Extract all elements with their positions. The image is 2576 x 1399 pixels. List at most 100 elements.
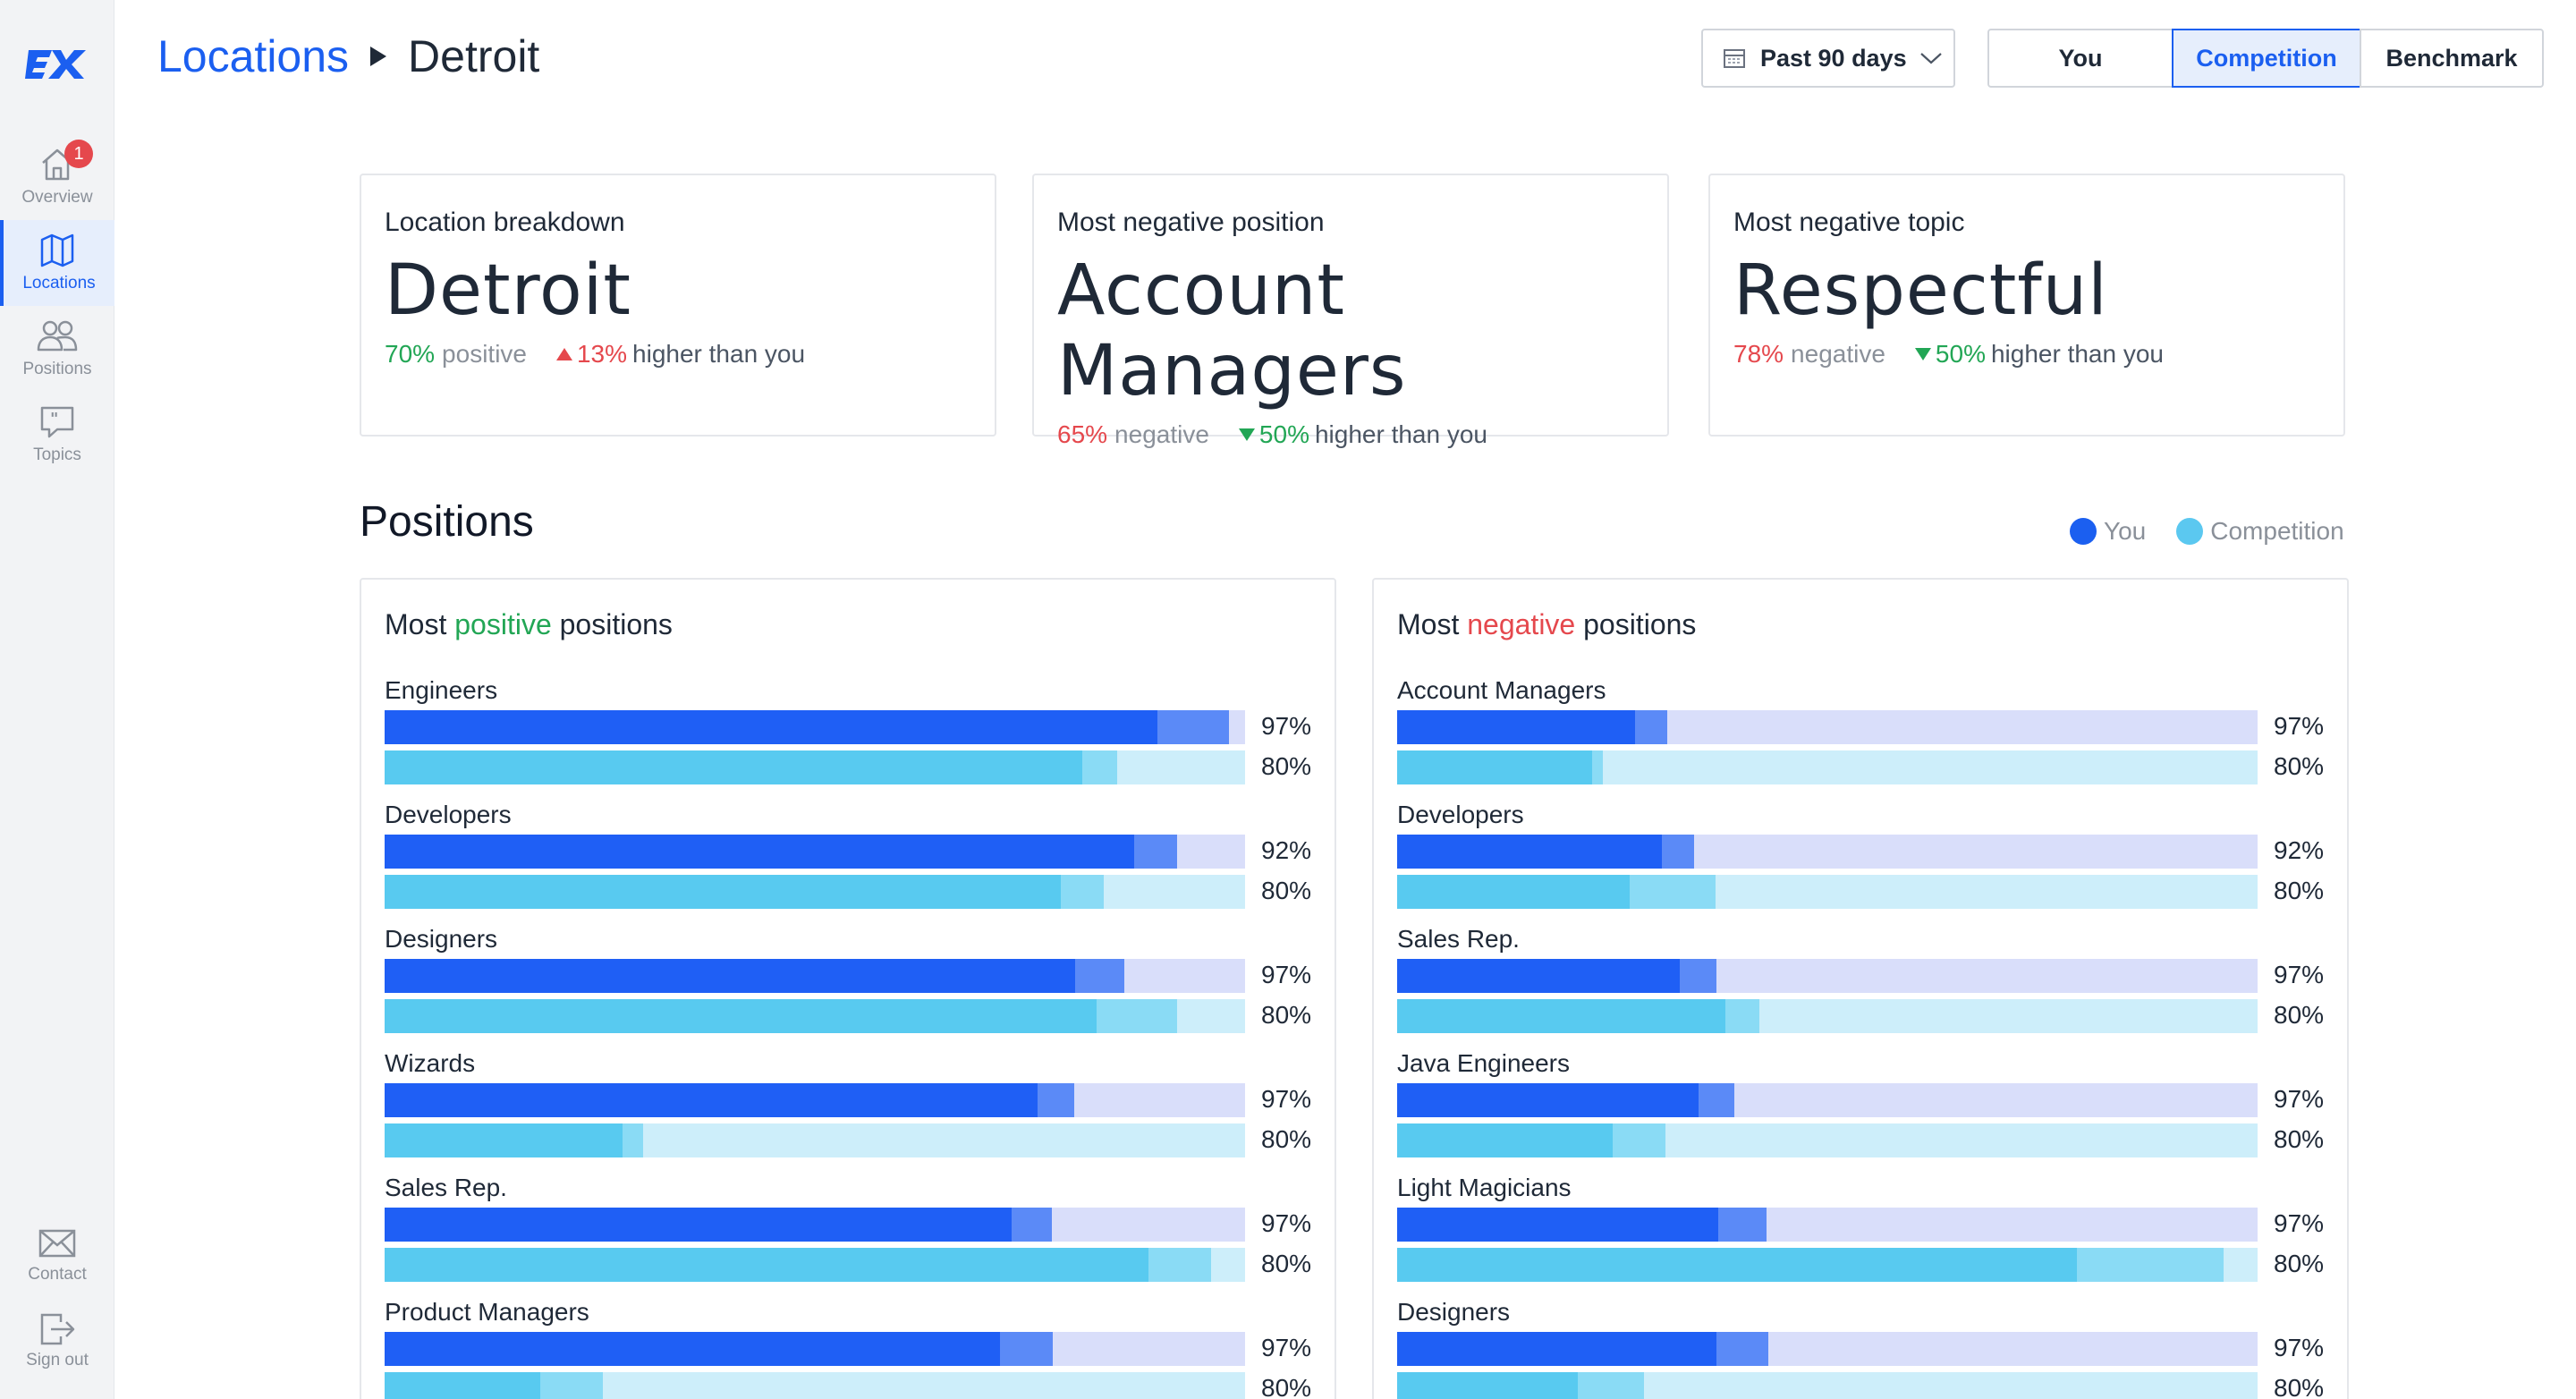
legend-dot-you [2070, 518, 2097, 545]
sentiment-percent: 78% [1733, 340, 1784, 368]
competition-bar-fill [385, 750, 1082, 784]
sidebar-item-sign-out[interactable]: Sign out [0, 1301, 114, 1386]
sidebar-item-contact[interactable]: Contact [0, 1215, 114, 1301]
you-bar-fill [1397, 835, 1662, 869]
you-percent: 97% [2274, 961, 2325, 988]
mail-icon [38, 1229, 76, 1258]
you-score-bar [385, 710, 1245, 744]
sidebar-item-label: Topics [33, 445, 81, 464]
competition-bar-fill [1397, 750, 1592, 784]
panel-title-keyword: negative [1467, 608, 1576, 640]
competition-score-bar [385, 875, 1245, 909]
delta-percent: 50% [1258, 420, 1309, 448]
you-percent: 97% [1261, 1085, 1312, 1113]
card-value: Detroit [385, 250, 631, 331]
competition-bar-fill [385, 1123, 623, 1157]
you-score-bar [1397, 1208, 2258, 1242]
competition-percent: 80% [2274, 1250, 2325, 1277]
competition-score-bar [385, 1123, 1245, 1157]
summary-card-topic: Most negative topic Respectful 78% negat… [1708, 174, 2345, 437]
competition-percent: 80% [2274, 1001, 2325, 1029]
competition-bar-fill [1397, 1372, 1578, 1399]
position-label: Account Managers [1397, 676, 1606, 704]
you-score-bar [385, 1208, 1245, 1242]
chart-legend: You Competition [2070, 517, 2344, 546]
position-label: Designers [385, 925, 498, 953]
position-label: Wizards [385, 1049, 476, 1077]
you-percent: 97% [1261, 712, 1312, 740]
competition-score-bar [1397, 1123, 2258, 1157]
sidebar-item-overview[interactable]: 1 Overview [0, 134, 114, 220]
competition-bar-fill [1397, 875, 1630, 909]
sentiment-word: positive [442, 340, 527, 368]
notification-badge: 1 [64, 140, 93, 168]
positive-positions-panel: Most positive positions Engineers 97% 80% D… [360, 578, 1336, 1399]
date-range-dropdown[interactable]: Past 90 days [1701, 29, 1955, 88]
card-value: Respectful [1733, 250, 2108, 331]
you-percent: 97% [2274, 712, 2325, 740]
position-label: Engineers [385, 676, 498, 704]
competition-score-bar [1397, 875, 2258, 909]
competition-score-bar [385, 750, 1245, 784]
sidebar-item-locations[interactable]: Locations [0, 220, 114, 306]
you-percent: 97% [2274, 1085, 2325, 1113]
competition-percent: 80% [1261, 1250, 1312, 1277]
summary-card-location: Location breakdown Detroit 70% positive … [360, 174, 996, 437]
compare-you-button[interactable]: You [1987, 29, 2174, 88]
you-bar-fill [385, 1208, 1012, 1242]
you-percent: 97% [1261, 961, 1312, 988]
triangle-down-icon [1238, 428, 1255, 441]
triangle-up-icon [555, 348, 572, 360]
competition-percent: 80% [2274, 1374, 2325, 1399]
sentiment-word: negative [1791, 340, 1885, 368]
you-bar-fill [385, 959, 1075, 993]
position-label: Product Managers [385, 1298, 589, 1326]
compare-competition-button[interactable]: Competition [2172, 29, 2361, 88]
card-title: Most negative topic [1733, 208, 1965, 237]
panel-title: Most negative positions [1397, 608, 1696, 641]
sidebar-item-positions[interactable]: Positions [0, 306, 114, 392]
breadcrumb-link-locations[interactable]: Locations [157, 31, 350, 81]
triangle-down-icon [1914, 348, 1931, 360]
sidebar: 1 Overview Locations Positions " Topics [0, 0, 114, 1399]
sidebar-item-topics[interactable]: " Topics [0, 392, 114, 478]
section-title: Positions [360, 498, 534, 546]
ex-logo[interactable] [25, 45, 89, 84]
sidebar-item-label: Sign out [26, 1351, 89, 1369]
legend-label-you: You [2104, 517, 2147, 545]
you-bar-fill [385, 835, 1134, 869]
you-bar-fill [1397, 1083, 1699, 1117]
position-label: Sales Rep. [385, 1174, 507, 1201]
competition-percent: 80% [1261, 1125, 1312, 1153]
svg-text:": " [50, 410, 58, 428]
date-range-label: Past 90 days [1760, 44, 1907, 72]
position-label: Sales Rep. [1397, 925, 1520, 953]
sentiment-percent: 65% [1057, 420, 1108, 448]
competition-bar-fill [1397, 1123, 1613, 1157]
calendar-icon [1724, 49, 1745, 68]
position-label: Light Magicians [1397, 1174, 1572, 1201]
chat-quote-icon: " [40, 406, 74, 438]
you-score-bar [1397, 959, 2258, 993]
compare-benchmark-button[interactable]: Benchmark [2360, 29, 2544, 88]
you-score-bar [1397, 1332, 2258, 1366]
you-bar-fill [385, 710, 1157, 744]
card-stats: 65% negative 50% higher than you [1057, 420, 1667, 449]
competition-percent: 80% [2274, 752, 2325, 780]
delta-percent: 13% [576, 340, 628, 368]
you-bar-fill [1397, 1332, 1716, 1366]
delta-text: higher than you [632, 340, 806, 368]
competition-score-bar [1397, 999, 2258, 1033]
card-stats: 78% negative 50% higher than you [1733, 340, 2343, 369]
breadcrumb-current: Detroit [408, 31, 540, 81]
position-label: Java Engineers [1397, 1049, 1571, 1077]
competition-bar-fill [1397, 999, 1725, 1033]
competition-bar-fill [385, 1248, 1148, 1282]
delta-text: higher than you [1314, 420, 1488, 448]
competition-score-bar [1397, 1248, 2258, 1282]
panel-title-suffix: positions [559, 608, 673, 640]
competition-bar-fill [385, 1372, 540, 1399]
competition-bar-fill [1397, 1248, 2077, 1282]
summary-card-position: Most negative position Account Managers … [1032, 174, 1669, 448]
competition-percent: 80% [1261, 877, 1312, 904]
